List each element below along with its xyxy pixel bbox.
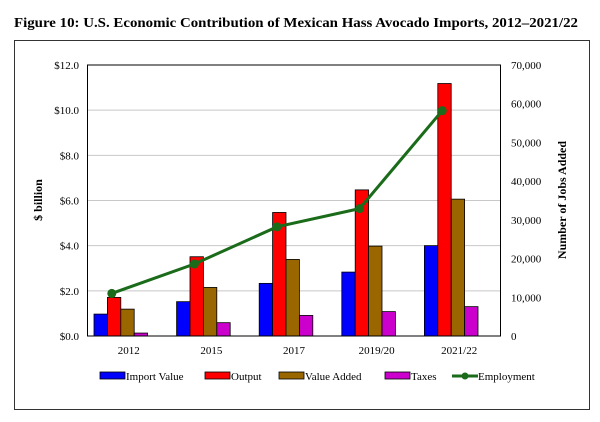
x-axis: 2012 2015 2017 2019/20 2021/22 [118, 345, 477, 357]
bar-value-added [368, 245, 383, 337]
legend-swatch [99, 371, 126, 380]
y-tick-label: $10.0 [54, 105, 79, 117]
bar-import-value [176, 301, 191, 337]
plot-area [87, 64, 501, 337]
y-tick-label: $12.0 [54, 60, 79, 72]
bar-output [107, 296, 122, 337]
bar-taxes [298, 315, 314, 337]
legend-marker [461, 372, 469, 380]
bar-import-value [258, 282, 274, 337]
x-tick-label: 2021/22 [441, 345, 477, 357]
legend-swatch [204, 371, 231, 380]
y2-tick-label: 70,000 [511, 60, 542, 72]
bar-output [437, 83, 452, 337]
y-tick-label: $8.0 [60, 150, 80, 162]
chart-frame [14, 40, 590, 410]
bar-value-added [450, 198, 466, 337]
bars [93, 83, 479, 337]
bar-value-added [120, 308, 135, 337]
point-employment [107, 288, 117, 298]
legend-label: Import Value [126, 371, 184, 383]
bar-taxes [381, 311, 396, 337]
bar-import-value [423, 245, 439, 337]
bar-output [189, 256, 204, 337]
x-tick-label: 2015 [200, 345, 223, 357]
y2-tick-label: 50,000 [511, 137, 542, 149]
legend-swatch [278, 371, 305, 380]
chart-title: Figure 10: U.S. Economic Contribution of… [14, 16, 578, 31]
x-tick-label: 2012 [118, 345, 140, 357]
y-axis-right: 0 10,000 20,000 30,000 40,000 50,000 60,000 70,… [511, 60, 542, 343]
y2-tick-label: 30,000 [511, 215, 542, 227]
legend: Import Value Output Value Added Taxes Employ… [99, 371, 535, 383]
point-employment [272, 222, 282, 232]
y-tick-label: $4.0 [60, 241, 80, 253]
bar-import-value [341, 271, 356, 337]
y2-tick-label: 60,000 [511, 99, 542, 111]
bar-value-added [285, 259, 300, 337]
y-tick-label: $2.0 [60, 286, 80, 298]
legend-label: Taxes [411, 371, 437, 383]
bar-value-added [202, 287, 218, 337]
bar-taxes [464, 306, 479, 337]
point-employment [189, 259, 199, 269]
x-tick-label: 2019/20 [359, 345, 396, 357]
bar-output [272, 212, 287, 337]
y2-tick-label: 40,000 [511, 176, 542, 188]
legend-label: Value Added [305, 371, 362, 383]
y2-tick-label: 0 [511, 331, 517, 343]
y2-tick-label: 20,000 [511, 254, 542, 266]
bar-taxes [216, 322, 231, 337]
employment-line [107, 106, 447, 298]
y-axis-left: $0.0 $2.0 $4.0 $6.0 $8.0 $10.0 $12.0 [54, 60, 79, 343]
y2-tick-label: 10,000 [511, 292, 542, 304]
y2-axis-label: Number of Jobs Added [555, 141, 569, 259]
y-tick-label: $0.0 [60, 331, 80, 343]
point-employment [355, 204, 365, 214]
y-axis-label: $ billion [31, 179, 45, 221]
x-tick-label: 2017 [283, 345, 306, 357]
y-tick-label: $6.0 [60, 196, 80, 208]
point-employment [437, 106, 447, 116]
bar-import-value [93, 313, 108, 337]
legend-label: Output [231, 371, 262, 383]
legend-swatch [384, 371, 411, 380]
legend-label: Employment [478, 371, 535, 383]
